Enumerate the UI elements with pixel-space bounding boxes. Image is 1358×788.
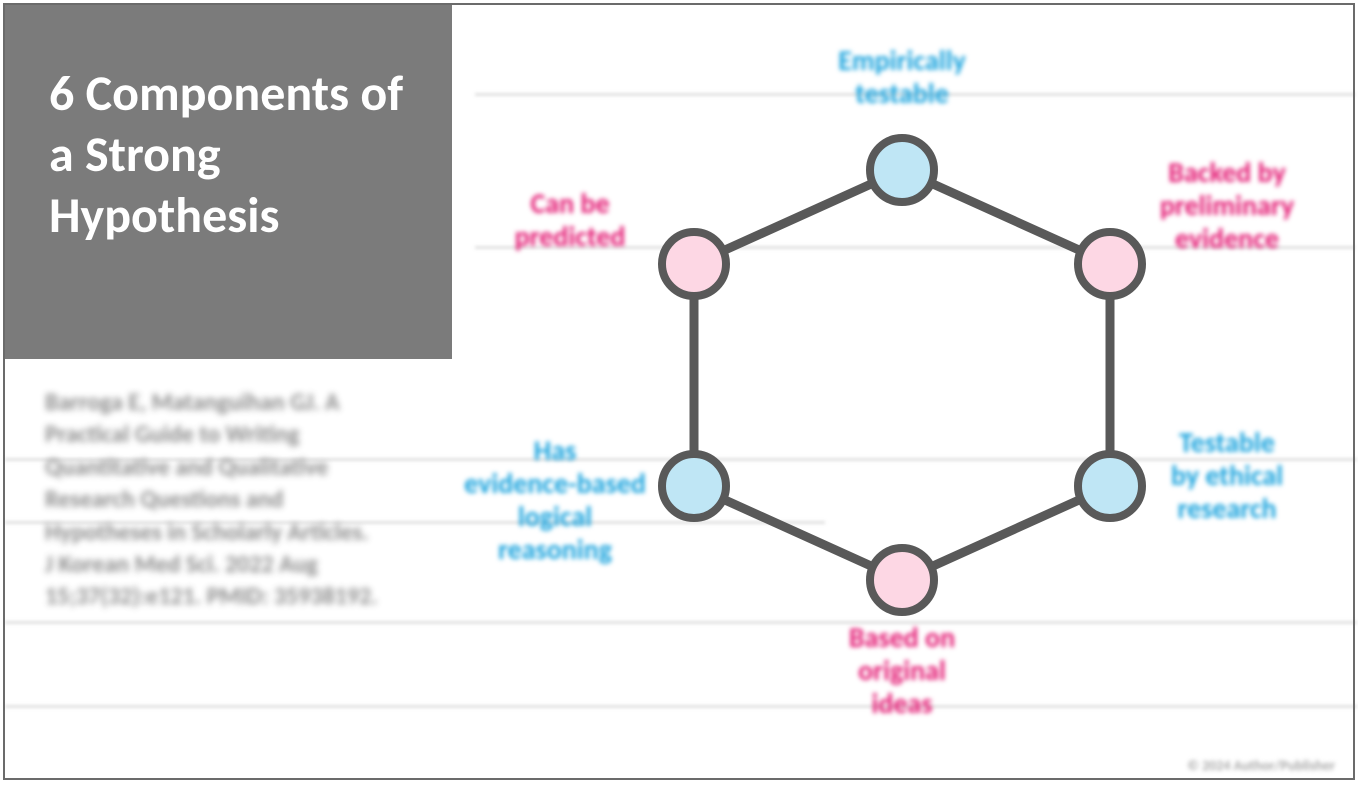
hexagon-diagram: Empirically testable Backed by preliminar… xyxy=(475,5,1355,785)
slide-title: 6 Components of a Strong Hypothesis xyxy=(49,63,408,246)
title-box: 6 Components of a Strong Hypothesis xyxy=(5,5,452,359)
hexagon-node-top xyxy=(870,138,934,202)
hexagon-node-bottom xyxy=(870,548,934,612)
node-label-bottom: Based on original ideas xyxy=(802,621,1002,720)
slide-frame: 6 Components of a Strong Hypothesis Barr… xyxy=(3,3,1355,780)
citation-text: Barroga E, Matanguihan GJ. A Practical G… xyxy=(45,387,380,614)
node-label-lower_left: Has evidence-based logical reasoning xyxy=(415,434,695,566)
node-label-lower_right: Testable by ethical research xyxy=(1127,426,1327,525)
node-label-upper_left: Can be predicted xyxy=(465,187,675,253)
copyright-text: © 2024 Author/Publisher xyxy=(1187,757,1335,774)
node-label-upper_right: Backed by preliminary evidence xyxy=(1117,156,1337,255)
node-label-top: Empirically testable xyxy=(782,44,1022,110)
